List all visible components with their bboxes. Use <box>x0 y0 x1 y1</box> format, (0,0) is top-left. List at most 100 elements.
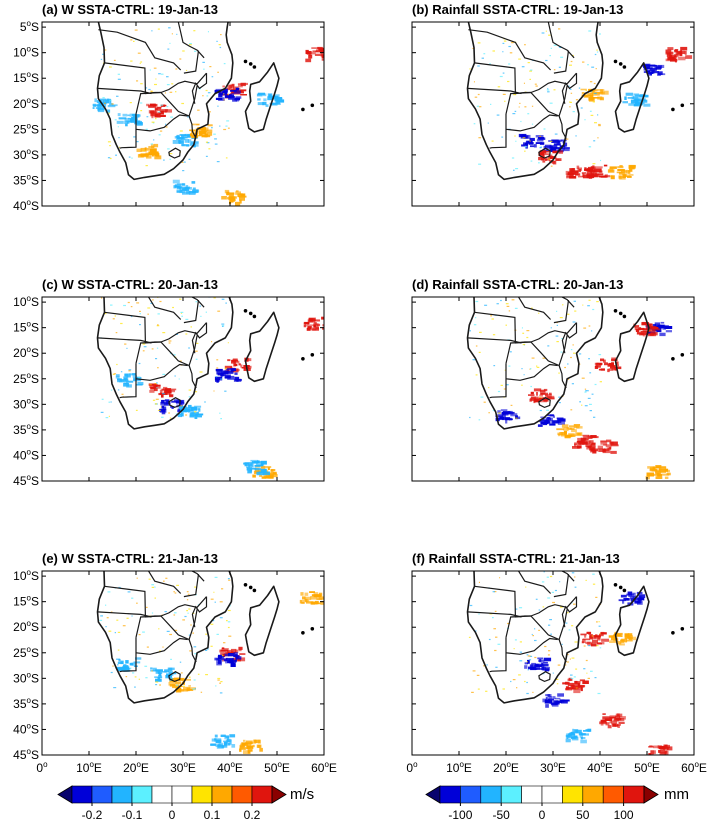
speckle <box>217 71 219 73</box>
speckle <box>492 567 495 568</box>
speckle <box>589 403 592 405</box>
anomaly-streak <box>232 359 236 363</box>
anomaly-streak <box>627 591 633 596</box>
speckle <box>205 141 208 143</box>
anomaly-streak <box>610 365 616 369</box>
speckle <box>118 137 120 139</box>
anomaly-streak <box>580 437 587 441</box>
country-border <box>177 22 205 59</box>
speckle <box>575 99 579 101</box>
speckle <box>218 44 221 46</box>
speckle <box>485 690 488 692</box>
speckle <box>474 630 477 632</box>
anomaly-streak <box>221 648 229 651</box>
speckle <box>484 304 488 306</box>
speckle <box>135 409 138 411</box>
anomaly-streak <box>595 365 601 368</box>
anomaly-streak <box>206 129 213 133</box>
anomaly-streak <box>580 88 587 91</box>
anomaly-streak <box>125 661 129 664</box>
anomaly-streak <box>231 744 236 748</box>
speckle <box>220 34 222 36</box>
speckle <box>187 116 190 118</box>
anomaly-streak <box>92 104 100 106</box>
anomaly-streak <box>167 667 175 670</box>
speckle <box>526 681 528 684</box>
speckle <box>548 158 550 160</box>
anomaly-streak <box>214 734 218 738</box>
speckle <box>507 80 510 83</box>
anomaly-streak <box>611 720 618 725</box>
speckle <box>194 586 197 588</box>
colorbar-segment <box>191 785 213 804</box>
speckle <box>526 654 529 656</box>
anomaly-streak <box>216 662 222 666</box>
anomaly-streak <box>235 656 239 659</box>
anomaly-streak <box>154 155 162 160</box>
anomaly-streak <box>543 145 546 150</box>
anomaly-streak <box>629 166 635 170</box>
anomaly-streak <box>256 471 265 476</box>
speckle <box>175 413 177 415</box>
anomaly-streak <box>624 173 628 178</box>
speckle <box>521 384 523 386</box>
anomaly-streak <box>139 153 146 157</box>
speckle <box>140 61 143 63</box>
speckle <box>473 324 477 326</box>
anomaly-streak <box>536 138 544 142</box>
speckle <box>114 632 116 634</box>
speckle <box>514 639 517 641</box>
country-border <box>119 114 137 149</box>
anomaly-streak <box>619 165 623 168</box>
anomaly-streak <box>639 332 644 336</box>
anomaly-streak <box>220 652 225 656</box>
speckle <box>504 100 506 102</box>
anomaly-streak <box>650 467 656 470</box>
anomaly-streak <box>224 189 230 194</box>
y-tick-label: 20oS <box>13 96 39 111</box>
anomaly-streak <box>674 58 677 63</box>
speckle <box>588 645 591 647</box>
anomaly-streak <box>524 662 528 665</box>
speckle <box>534 83 537 85</box>
anomaly-streak <box>117 378 122 381</box>
anomaly-cell <box>580 631 609 647</box>
lesotho-border <box>168 671 181 683</box>
speckle <box>121 568 123 569</box>
speckle <box>499 577 501 579</box>
anomaly-streak <box>585 641 591 644</box>
speckle <box>130 39 133 41</box>
anomaly-streak <box>160 104 167 107</box>
anomaly-cell <box>210 734 236 749</box>
speckle <box>524 146 528 148</box>
anomaly-streak <box>619 643 625 646</box>
colorbar-tick-label: 0 <box>539 808 546 822</box>
speckle <box>594 53 597 56</box>
speckle <box>166 630 170 632</box>
anomaly-streak <box>185 187 192 190</box>
country-border <box>98 29 182 71</box>
anomaly-streak <box>665 326 673 329</box>
speckle <box>530 385 532 388</box>
speckle <box>523 82 525 84</box>
country-border <box>147 297 182 320</box>
anomaly-streak <box>270 469 274 473</box>
anomaly-streak <box>187 139 192 143</box>
speckle <box>135 141 139 143</box>
speckle <box>103 49 107 51</box>
speckle <box>129 102 132 104</box>
speckle <box>521 368 523 370</box>
colorbar-segment <box>439 785 461 804</box>
anomaly-streak <box>549 414 554 417</box>
anomaly-streak <box>276 101 280 105</box>
speckle <box>559 581 561 583</box>
speckle <box>492 591 495 593</box>
speckle <box>572 321 576 323</box>
speckle <box>150 302 154 304</box>
speckle <box>225 157 228 159</box>
anomaly-streak <box>610 450 617 454</box>
anomaly-cell <box>608 631 637 646</box>
madagascar-coastline <box>614 311 650 383</box>
anomaly-streak <box>310 596 318 600</box>
speckle <box>535 598 538 600</box>
